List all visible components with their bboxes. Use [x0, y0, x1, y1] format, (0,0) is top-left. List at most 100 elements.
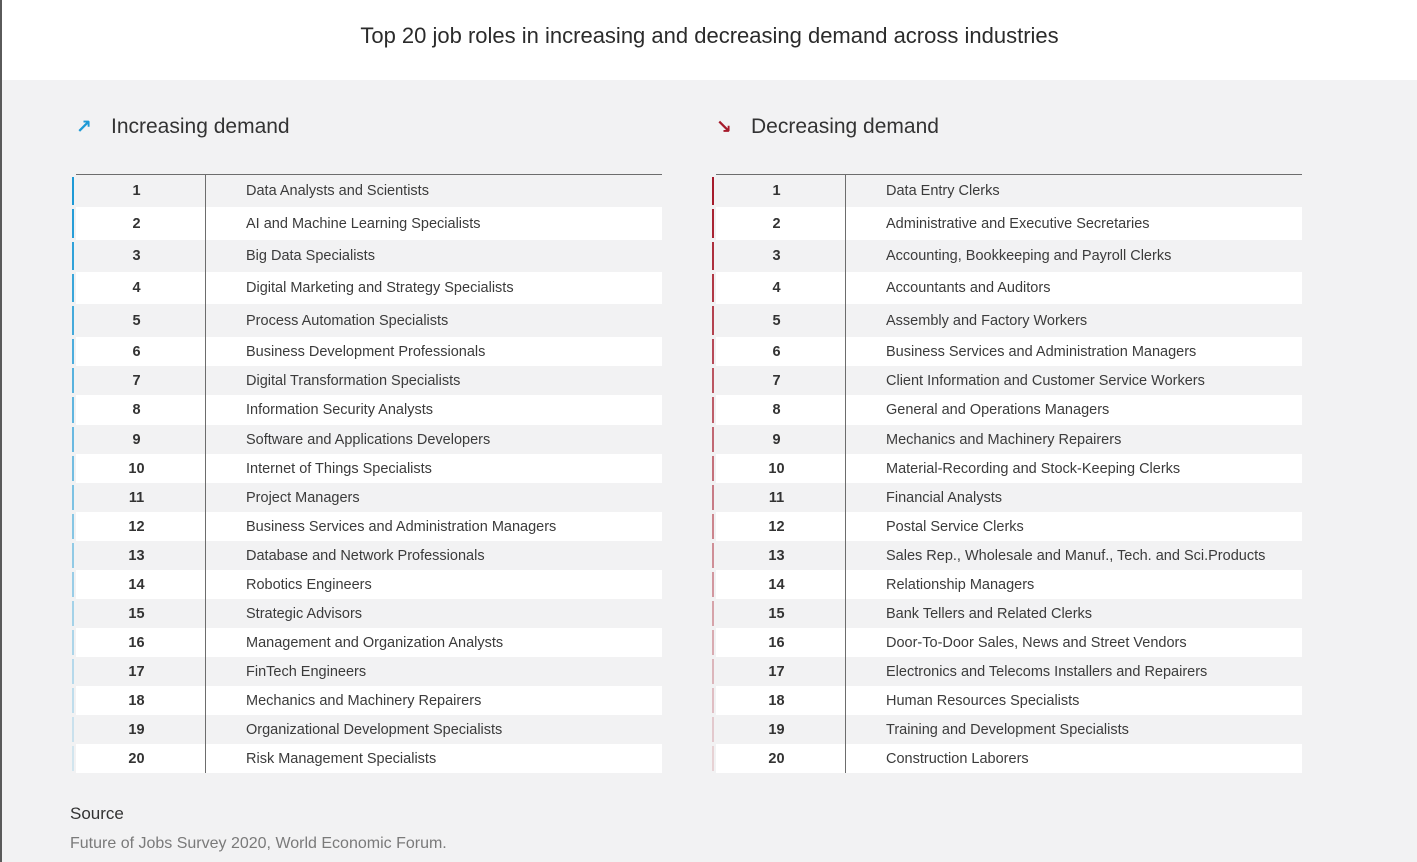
role-cell: Database and Network Professionals: [246, 547, 485, 564]
role-cell: Postal Service Clerks: [886, 518, 1024, 535]
source-text: Future of Jobs Survey 2020, World Econom…: [70, 835, 447, 852]
rank-cell: 1: [76, 175, 206, 207]
rank-cell: 19: [716, 715, 846, 744]
row-accent-bar: [72, 572, 74, 597]
rank-cell: 12: [76, 512, 206, 541]
row-accent-bar: [712, 688, 714, 713]
role-cell: Human Resources Specialists: [886, 692, 1080, 709]
table-row: 17 Electronics and Telecoms Installers an…: [712, 657, 1302, 686]
increasing-demand-header: ↗ Increasing demand: [76, 108, 662, 146]
rank-cell: 17: [716, 657, 846, 686]
row-accent-bar: [712, 368, 714, 393]
table-row: 9 Mechanics and Machinery Repairers: [712, 425, 1302, 454]
role-cell: Software and Applications Developers: [246, 431, 491, 448]
decreasing-demand-header: ↘ Decreasing demand: [716, 108, 1302, 146]
role-cell: Sales Rep., Wholesale and Manuf., Tech. …: [886, 547, 1266, 564]
role-cell: Accounting, Bookkeeping and Payroll Cler…: [886, 248, 1172, 264]
rank-cell: 7: [716, 366, 846, 395]
increasing-demand-heading: Increasing demand: [111, 115, 290, 138]
table-row: 1 Data Entry Clerks: [712, 175, 1302, 207]
table-row: 5 Assembly and Factory Workers: [712, 304, 1302, 337]
role-cell: Administrative and Executive Secretaries: [886, 215, 1150, 232]
source-block: Source Future of Jobs Survey 2020, World…: [70, 804, 447, 853]
rank-cell: 8: [716, 395, 846, 425]
row-accent-bar: [72, 717, 74, 742]
rank-cell: 5: [716, 304, 846, 337]
rank-cell: 4: [716, 272, 846, 304]
rank-cell: 6: [716, 337, 846, 366]
row-accent-bar: [72, 209, 74, 238]
row-accent-bar: [712, 177, 714, 205]
role-cell: Risk Management Specialists: [246, 750, 437, 767]
table-row: 13 Sales Rep., Wholesale and Manuf., Tech…: [712, 541, 1302, 570]
decreasing-demand-table: 1 Data Entry Clerks 2 Administrative and Ex…: [712, 174, 1302, 773]
table-row: 14 Relationship Managers: [712, 570, 1302, 599]
table-row: 19 Training and Development Specialists: [712, 715, 1302, 744]
row-accent-bar: [712, 427, 714, 452]
rank-cell: 3: [76, 240, 206, 272]
rank-cell: 9: [716, 425, 846, 454]
row-accent-bar: [712, 339, 714, 364]
table-row: 18 Human Resources Specialists: [712, 686, 1302, 715]
role-cell: Business Services and Administration Man…: [246, 518, 557, 535]
window-left-border: [0, 0, 2, 862]
role-cell: Accountants and Auditors: [886, 280, 1051, 296]
row-accent-bar: [712, 209, 714, 238]
role-cell: Robotics Engineers: [246, 576, 372, 593]
table-row: 3 Accounting, Bookkeeping and Payroll Cle…: [712, 240, 1302, 272]
role-cell: Mechanics and Machinery Repairers: [246, 692, 482, 709]
rank-cell: 14: [76, 570, 206, 599]
rank-cell: 19: [76, 715, 206, 744]
rank-cell: 13: [76, 541, 206, 570]
table-row: 4 Accountants and Auditors: [712, 272, 1302, 304]
rank-cell: 6: [76, 337, 206, 366]
row-accent-bar: [712, 456, 714, 481]
table-row: 11 Financial Analysts: [712, 483, 1302, 512]
row-accent-bar: [72, 659, 74, 684]
table-row: 8 General and Operations Managers: [712, 395, 1302, 425]
role-cell: Big Data Specialists: [246, 248, 375, 264]
table-row: 16 Door-To-Door Sales, News and Street Ve…: [712, 628, 1302, 657]
role-cell: Project Managers: [246, 489, 360, 506]
table-row: 16 Management and Organization Analysts: [72, 628, 662, 657]
row-accent-bar: [72, 630, 74, 655]
rank-cell: 4: [76, 272, 206, 304]
table-row: 10 Internet of Things Specialists: [72, 454, 662, 483]
role-cell: Business Development Professionals: [246, 343, 486, 360]
rank-cell: 14: [716, 570, 846, 599]
rank-cell: 18: [716, 686, 846, 715]
rank-cell: 11: [716, 483, 846, 512]
role-cell: Organizational Development Specialists: [246, 721, 503, 738]
table-row: 7 Client Information and Customer Service…: [712, 366, 1302, 395]
role-cell: Financial Analysts: [886, 489, 1003, 506]
row-accent-bar: [712, 630, 714, 655]
role-cell: Internet of Things Specialists: [246, 460, 432, 477]
table-row: 4 Digital Marketing and Strategy Speciali…: [72, 272, 662, 304]
table-row: 20 Risk Management Specialists: [72, 744, 662, 773]
role-cell: Electronics and Telecoms Installers and …: [886, 663, 1208, 680]
rank-cell: 20: [76, 744, 206, 773]
role-cell: Client Information and Customer Service …: [886, 372, 1205, 389]
row-accent-bar: [72, 339, 74, 364]
role-cell: Digital Transformation Specialists: [246, 372, 461, 389]
row-accent-bar: [72, 306, 74, 335]
table-row: 6 Business Development Professionals: [72, 337, 662, 366]
rank-cell: 7: [76, 366, 206, 395]
row-accent-bar: [72, 242, 74, 270]
row-accent-bar: [72, 688, 74, 713]
rank-cell: 12: [716, 512, 846, 541]
role-cell: Strategic Advisors: [246, 605, 363, 622]
table-row: 15 Strategic Advisors: [72, 599, 662, 628]
rank-cell: 1: [716, 175, 846, 207]
role-cell: Data Entry Clerks: [886, 183, 1000, 199]
row-accent-bar: [712, 746, 714, 771]
rank-cell: 13: [716, 541, 846, 570]
rank-cell: 10: [76, 454, 206, 483]
row-accent-bar: [72, 397, 74, 423]
row-accent-bar: [72, 485, 74, 510]
table-row: 3 Big Data Specialists: [72, 240, 662, 272]
rank-cell: 10: [716, 454, 846, 483]
arrow-up-right-icon: ↗: [76, 116, 92, 138]
role-cell: Digital Marketing and Strategy Specialis…: [246, 280, 514, 296]
rank-cell: 17: [76, 657, 206, 686]
